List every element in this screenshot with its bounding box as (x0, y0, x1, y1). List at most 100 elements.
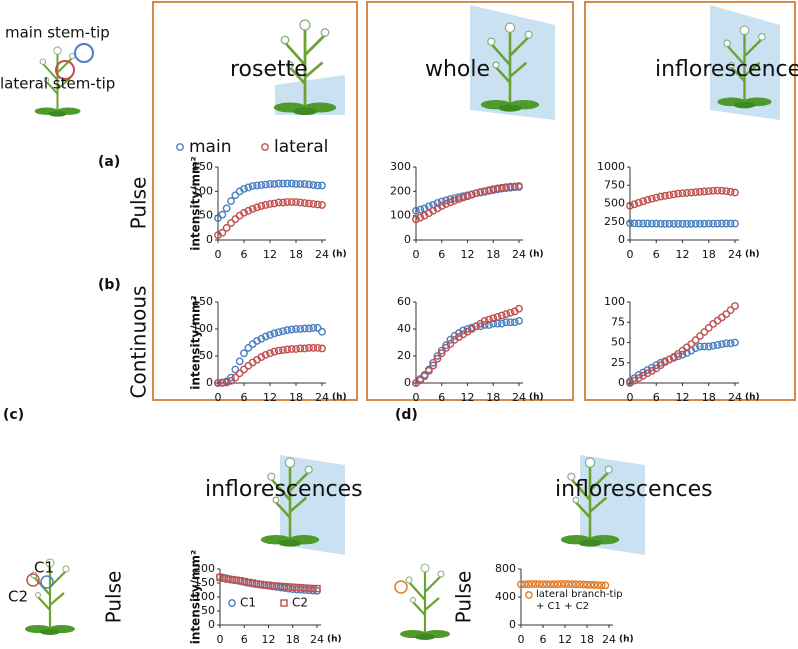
point (244, 183, 253, 192)
point (283, 345, 292, 354)
point (652, 219, 661, 228)
frame (584, 1, 796, 401)
point (704, 324, 713, 332)
y-tick-label: 50 (201, 604, 215, 617)
point (553, 580, 562, 589)
point (669, 219, 678, 228)
x-tick-label: 24 (728, 248, 742, 261)
legend-label: C2 (292, 596, 308, 610)
point (283, 179, 292, 188)
point (218, 210, 227, 219)
point (459, 193, 468, 202)
point (450, 196, 459, 205)
x-tick-label: 18 (486, 391, 500, 404)
point (313, 324, 322, 332)
x-tick-label: 12 (461, 248, 475, 261)
point (309, 343, 318, 352)
point (270, 329, 279, 338)
point (639, 197, 648, 206)
legend-marker (176, 143, 184, 151)
point (309, 181, 318, 189)
stem-circle (40, 575, 54, 589)
point (416, 376, 425, 385)
point (517, 580, 525, 589)
point (643, 219, 652, 228)
x-tick-label: 18 (702, 391, 716, 404)
x-tick-label: 12 (676, 391, 690, 404)
y-tick-label: 50 (611, 336, 625, 349)
point (626, 201, 634, 210)
point (442, 200, 450, 208)
y-tick-label: 150 (194, 576, 215, 589)
point (220, 574, 228, 582)
point (292, 345, 300, 353)
point (731, 219, 739, 228)
point (253, 203, 261, 212)
point (274, 198, 283, 207)
point (542, 580, 551, 589)
label: lateral stem-tip (0, 75, 115, 93)
point (261, 332, 270, 341)
point (420, 372, 429, 381)
point (700, 219, 709, 228)
label: main stem-tip (5, 24, 110, 42)
panel-label: (d) (395, 407, 418, 423)
point (244, 206, 253, 215)
point (240, 365, 248, 374)
point (489, 314, 498, 323)
point (300, 344, 309, 353)
point (626, 219, 634, 228)
point (696, 187, 704, 196)
point (231, 191, 240, 200)
point (224, 575, 232, 583)
point (412, 206, 420, 215)
point (539, 580, 547, 589)
title: rosette (230, 57, 308, 82)
point (472, 189, 480, 198)
point (665, 191, 674, 200)
x-tick-label: 6 (540, 633, 547, 646)
point (722, 187, 731, 195)
point (502, 183, 511, 192)
point (485, 186, 493, 195)
stem-circle (394, 580, 408, 594)
x-tick-label: 18 (580, 633, 594, 646)
point (283, 326, 292, 334)
point (510, 318, 519, 327)
y-tick-label: 0 (618, 376, 625, 389)
point (597, 581, 606, 590)
point (630, 219, 639, 228)
point (292, 325, 300, 333)
point (669, 190, 678, 199)
x-tick-label: 24 (728, 391, 742, 404)
point (274, 328, 283, 337)
x-unit: (h) (745, 393, 760, 403)
point (731, 188, 739, 197)
x-tick-label: 24 (512, 248, 526, 261)
y-tick-label: 250 (604, 215, 625, 228)
point (459, 326, 468, 335)
point (313, 343, 322, 352)
point (493, 184, 502, 193)
point (442, 343, 450, 352)
point (687, 340, 696, 349)
y-tick-label: 200 (194, 562, 215, 575)
point (450, 194, 459, 203)
point (240, 577, 248, 586)
point (287, 325, 296, 334)
point (524, 580, 533, 589)
point (318, 344, 326, 353)
point (661, 191, 669, 200)
point (274, 179, 283, 188)
point (287, 345, 296, 353)
point (480, 187, 489, 195)
point (218, 379, 227, 387)
point (561, 580, 569, 588)
point (227, 219, 235, 227)
point (493, 312, 502, 321)
point (485, 321, 493, 329)
point (722, 339, 731, 348)
point (594, 581, 602, 589)
row-label: Continuous (127, 286, 151, 399)
point (279, 179, 287, 188)
